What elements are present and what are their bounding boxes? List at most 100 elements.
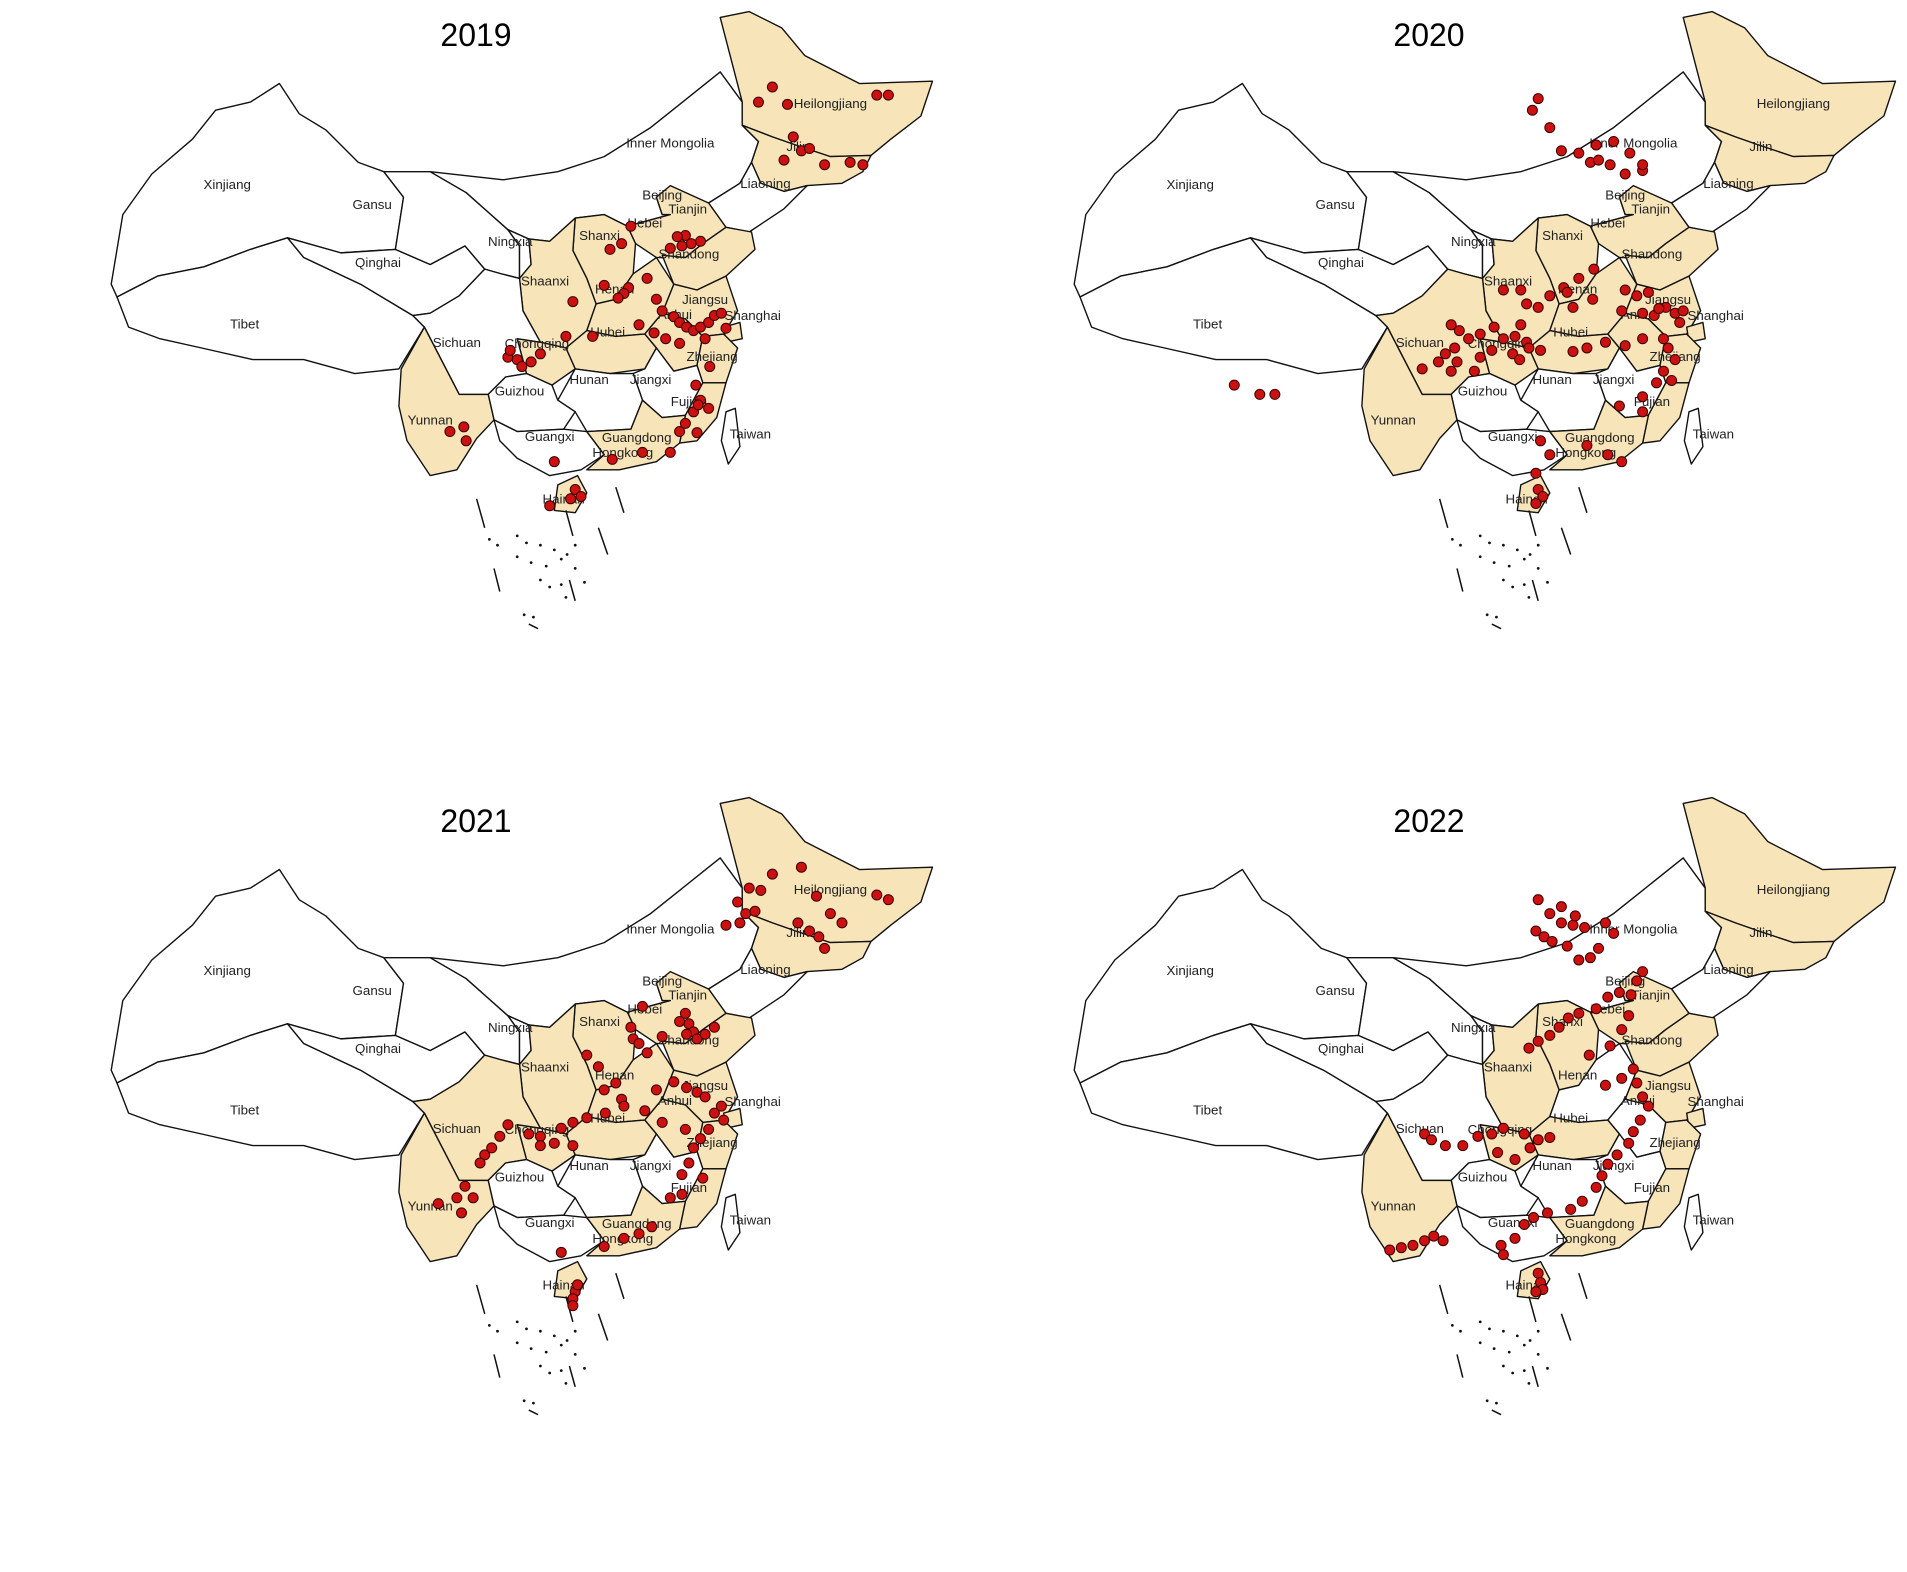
point-marker — [516, 361, 528, 373]
point-marker — [459, 1180, 471, 1192]
label-hebei: Hebei — [1590, 215, 1625, 230]
point-marker — [633, 1038, 645, 1050]
island-dot — [1536, 567, 1540, 570]
map-panel-2022: Heilongjiang Jilin Liaoning Inner Mongolia X… — [953, 786, 1906, 1572]
point-marker — [1528, 1212, 1540, 1224]
point-marker — [1567, 301, 1579, 313]
label-zhejiang: Zhejiang — [687, 349, 738, 364]
label-jiangxi: Jiangxi — [630, 1158, 672, 1173]
point-marker — [598, 1084, 610, 1096]
province-guangdong — [586, 399, 687, 471]
point-marker — [650, 293, 662, 305]
label-jiangxi: Jiangxi — [1593, 372, 1635, 387]
sea-boundary-dash — [568, 1365, 576, 1388]
point-marker — [1613, 400, 1625, 412]
point-marker — [1590, 1181, 1602, 1193]
point-marker — [671, 231, 683, 243]
point-marker — [1573, 1007, 1585, 1019]
point-marker — [882, 894, 894, 906]
sea-boundary-dash — [1438, 1284, 1449, 1315]
point-marker — [1573, 272, 1585, 284]
point-marker — [544, 500, 556, 512]
island-dot — [1485, 1399, 1489, 1403]
point-marker — [1599, 336, 1611, 348]
point-marker — [882, 89, 894, 101]
point-marker — [460, 435, 472, 447]
label-liaoning: Liaoning — [740, 962, 790, 977]
label-tibet: Tibet — [230, 316, 259, 331]
island-dot — [1522, 1343, 1526, 1347]
point-marker — [572, 1279, 584, 1291]
point-marker — [676, 1169, 688, 1181]
point-marker — [1590, 1003, 1602, 1015]
point-marker — [599, 1107, 611, 1119]
island-dot — [522, 613, 526, 617]
label-jiangxi: Jiangxi — [1593, 1158, 1635, 1173]
island-dot — [1546, 1366, 1549, 1370]
point-marker — [1631, 1077, 1643, 1089]
point-marker — [567, 1300, 579, 1312]
point-marker — [1666, 374, 1678, 386]
point-marker — [668, 1076, 680, 1088]
point-marker — [792, 917, 804, 929]
point-marker — [1488, 321, 1500, 333]
point-marker — [743, 882, 755, 894]
island-dot — [1502, 578, 1505, 582]
point-marker — [703, 402, 715, 414]
point-marker — [534, 1130, 546, 1142]
point-marker — [703, 1123, 715, 1135]
label-hunan: Hunan — [1532, 372, 1571, 387]
point-marker — [1544, 1131, 1556, 1143]
point-marker — [1419, 1128, 1431, 1140]
point-marker — [592, 1061, 604, 1073]
island-dot — [583, 1366, 586, 1370]
point-marker — [1627, 1126, 1639, 1138]
point-marker — [1228, 379, 1240, 391]
point-marker — [1634, 1114, 1646, 1126]
point-marker — [1642, 286, 1654, 298]
point-marker — [616, 238, 628, 250]
label-anhui: Anhui — [658, 1093, 692, 1108]
sea-boundary-dash — [1560, 527, 1572, 555]
sea-boundary-dash — [528, 1409, 539, 1416]
point-marker — [633, 1228, 645, 1240]
label-gansu: Gansu — [353, 197, 392, 212]
point-marker — [1445, 365, 1457, 377]
province-taiwan — [720, 1193, 741, 1251]
point-marker — [691, 427, 703, 439]
point-marker — [625, 1021, 637, 1033]
label-yunnan: Yunnan — [408, 413, 453, 428]
sea-boundary-dash — [475, 498, 486, 529]
island-dot — [1495, 1401, 1498, 1405]
point-marker — [1619, 284, 1631, 296]
point-marker — [1497, 1249, 1509, 1261]
island-dot — [1450, 1324, 1454, 1327]
label-shanxi: Shanxi — [1542, 228, 1583, 243]
island-dot — [548, 1371, 552, 1375]
island-dot — [1459, 1329, 1462, 1333]
island-dot — [496, 543, 499, 547]
panel-year-title: 2019 — [440, 17, 511, 53]
label-xinjiang: Xinjiang — [1166, 963, 1213, 978]
point-marker — [755, 884, 767, 896]
sea-boundary-dash — [568, 579, 576, 602]
province-guangxi — [1456, 419, 1568, 477]
point-marker — [703, 316, 715, 328]
label-jilin: Jilin — [786, 925, 809, 940]
label-beijing: Beijing — [642, 188, 682, 203]
label-guangxi: Guangxi — [525, 1215, 575, 1230]
point-marker — [1384, 1244, 1396, 1256]
label-tianjin: Tianjin — [1631, 987, 1670, 1002]
island-dot — [1536, 543, 1540, 547]
point-marker — [704, 361, 716, 373]
point-marker — [625, 220, 637, 232]
point-marker — [1608, 927, 1620, 939]
sea-boundary-dash — [1531, 1365, 1539, 1388]
point-marker — [606, 453, 618, 465]
map-panel-2021: Heilongjiang Jilin Liaoning Inner Mongolia X… — [0, 786, 953, 1572]
island-dot — [565, 553, 569, 556]
point-marker — [458, 421, 470, 433]
